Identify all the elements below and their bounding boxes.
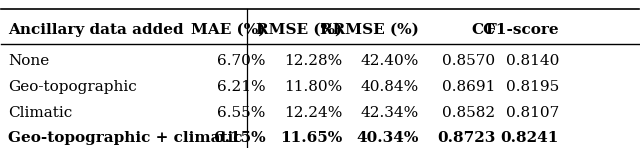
Text: 42.40%: 42.40% [360, 54, 419, 68]
Text: 40.84%: 40.84% [360, 80, 419, 94]
Text: 40.34%: 40.34% [356, 131, 419, 145]
Text: RMSE (%): RMSE (%) [256, 23, 342, 37]
Text: Geo-topographic + climatic: Geo-topographic + climatic [8, 131, 243, 145]
Text: 12.28%: 12.28% [284, 54, 342, 68]
Text: MAE (%): MAE (%) [191, 23, 266, 37]
Text: 6.70%: 6.70% [218, 54, 266, 68]
Text: F1-score: F1-score [485, 23, 559, 37]
Text: Geo-topographic: Geo-topographic [8, 80, 136, 94]
Text: 0.8140: 0.8140 [506, 54, 559, 68]
Text: 11.80%: 11.80% [284, 80, 342, 94]
Text: Ancillary data added: Ancillary data added [8, 23, 184, 37]
Text: 42.34%: 42.34% [360, 106, 419, 120]
Text: 0.8691: 0.8691 [442, 80, 495, 94]
Text: 0.8241: 0.8241 [500, 131, 559, 145]
Text: CC: CC [471, 23, 495, 37]
Text: 6.21%: 6.21% [217, 80, 266, 94]
Text: 0.8195: 0.8195 [506, 80, 559, 94]
Text: 12.24%: 12.24% [284, 106, 342, 120]
Text: 0.8582: 0.8582 [442, 106, 495, 120]
Text: RRMSE (%): RRMSE (%) [320, 23, 419, 37]
Text: 0.8107: 0.8107 [506, 106, 559, 120]
Text: 6.15%: 6.15% [214, 131, 266, 145]
Text: 0.8723: 0.8723 [437, 131, 495, 145]
Text: 6.55%: 6.55% [218, 106, 266, 120]
Text: 11.65%: 11.65% [280, 131, 342, 145]
Text: Climatic: Climatic [8, 106, 72, 120]
Text: 0.8570: 0.8570 [442, 54, 495, 68]
Text: None: None [8, 54, 49, 68]
